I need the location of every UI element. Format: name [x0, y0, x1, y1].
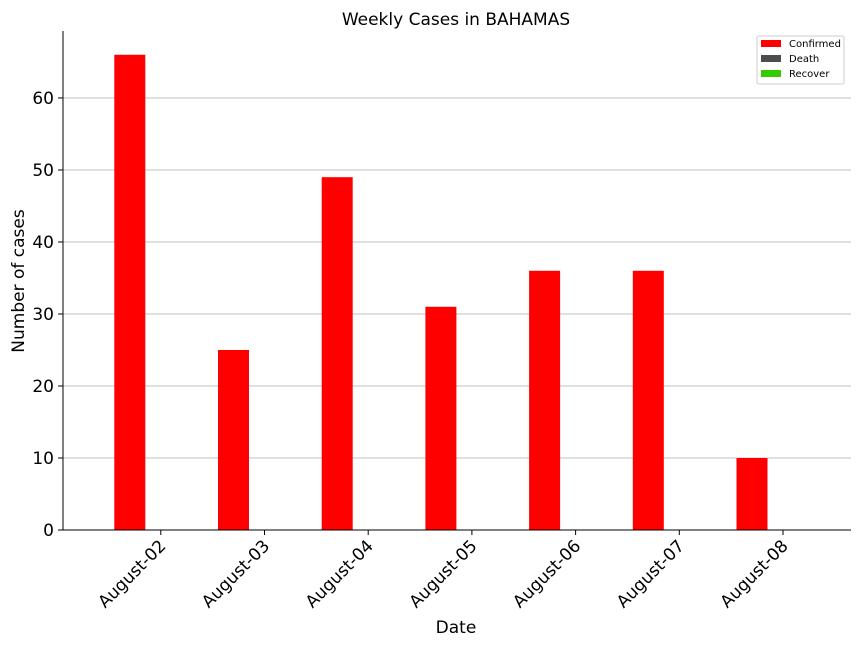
bars: [114, 54, 768, 531]
y-axis-ticks: 0 10 20 30 40 50 60: [32, 89, 63, 541]
legend-swatch-recover: [761, 70, 781, 77]
x-tick-label: August-04: [302, 536, 378, 612]
gridlines: [63, 97, 851, 459]
y-tick-label: 10: [32, 449, 54, 469]
legend-label-confirmed: Confirmed: [789, 39, 841, 50]
y-tick-label: 60: [32, 89, 54, 109]
x-tick-label: August-03: [198, 536, 274, 612]
x-tick-label: August-07: [613, 536, 689, 612]
chart-title: Weekly Cases in BAHAMAS: [342, 10, 570, 30]
bar-confirmed-august-06: [529, 270, 561, 530]
y-tick-label: 20: [32, 377, 54, 397]
legend-label-recover: Recover: [789, 69, 830, 80]
x-axis-ticks: August-02 August-03 August-04 August-05 Augu…: [94, 530, 793, 612]
bar-confirmed-august-02: [114, 54, 146, 531]
x-tick-label: August-08: [717, 536, 793, 612]
legend-label-death: Death: [789, 54, 819, 65]
bar-confirmed-august-07: [632, 270, 664, 530]
y-tick-label: 30: [32, 305, 54, 325]
legend-swatch-confirmed: [761, 40, 781, 47]
bar-confirmed-august-05: [425, 306, 457, 530]
y-axis-label: Number of cases: [9, 209, 29, 353]
bar-confirmed-august-03: [218, 349, 249, 530]
y-tick-label: 40: [32, 233, 54, 253]
bar-confirmed-august-04: [321, 177, 353, 530]
legend-swatch-death: [761, 55, 781, 62]
bar-confirmed-august-08: [736, 457, 768, 530]
legend: Confirmed Death Recover: [756, 35, 845, 85]
x-tick-label: August-06: [509, 536, 585, 612]
x-axis-label: Date: [436, 618, 477, 638]
x-tick-label: August-02: [94, 536, 170, 612]
y-tick-label: 50: [32, 161, 54, 181]
y-tick-label: 0: [43, 521, 54, 541]
x-tick-label: August-05: [406, 536, 482, 612]
